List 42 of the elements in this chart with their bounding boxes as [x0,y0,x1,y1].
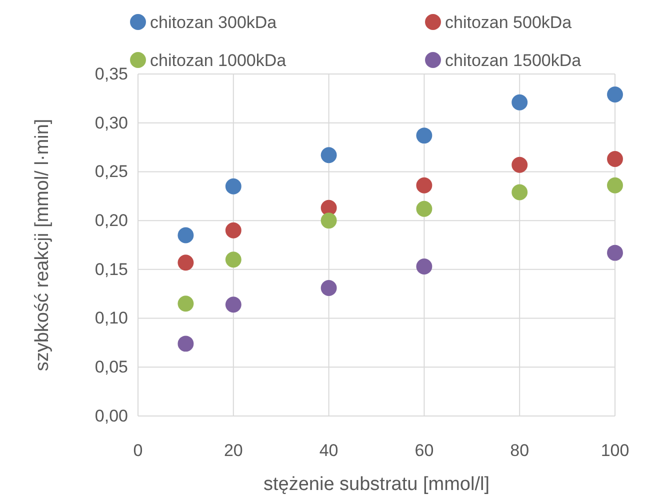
point [512,94,528,110]
point [178,296,194,312]
point [225,222,242,238]
point [225,178,242,194]
y-tick-label: 0,25 [94,162,128,182]
x-tick-label: 0 [133,441,143,460]
point [320,280,337,296]
legend-label: chitozan 500kDa [445,13,572,32]
y-axis-title: szybkość reakcji [mmol/ l·min] [32,118,53,372]
point [178,336,194,352]
point [225,252,242,268]
x-tick-label: 60 [414,441,434,460]
y-tick-label: 0,10 [94,308,128,328]
point [607,177,623,194]
point [320,212,337,229]
point [416,200,432,217]
y-tick-label: 0,15 [94,260,128,279]
point [225,296,242,313]
point [512,156,528,173]
y-tick-label: 0,35 [94,64,128,84]
point [416,128,432,144]
x-axis-title: stężenie substratu [mmol/l] [264,474,490,495]
point [607,151,623,167]
legend-label: chitozan 1500kDa [445,51,582,70]
legend-label: chitozan 1000kDa [150,51,287,70]
point [607,86,623,102]
x-tick-label: 20 [224,441,243,460]
x-tick-label: 100 [600,441,630,460]
x-tick-label: 40 [319,441,338,460]
x-tick-label: 80 [510,441,530,460]
point [320,147,337,164]
y-tick-label: 0,00 [94,406,128,426]
point [416,258,432,274]
point [178,227,194,244]
y-tick-label: 0,30 [94,113,128,132]
point [178,254,194,271]
point [416,177,432,194]
y-tick-label: 0,05 [94,358,128,377]
point [512,184,528,200]
legend-label: chitozan 300kDa [150,13,278,32]
point [607,244,623,261]
y-tick-label: 0,20 [94,211,128,230]
